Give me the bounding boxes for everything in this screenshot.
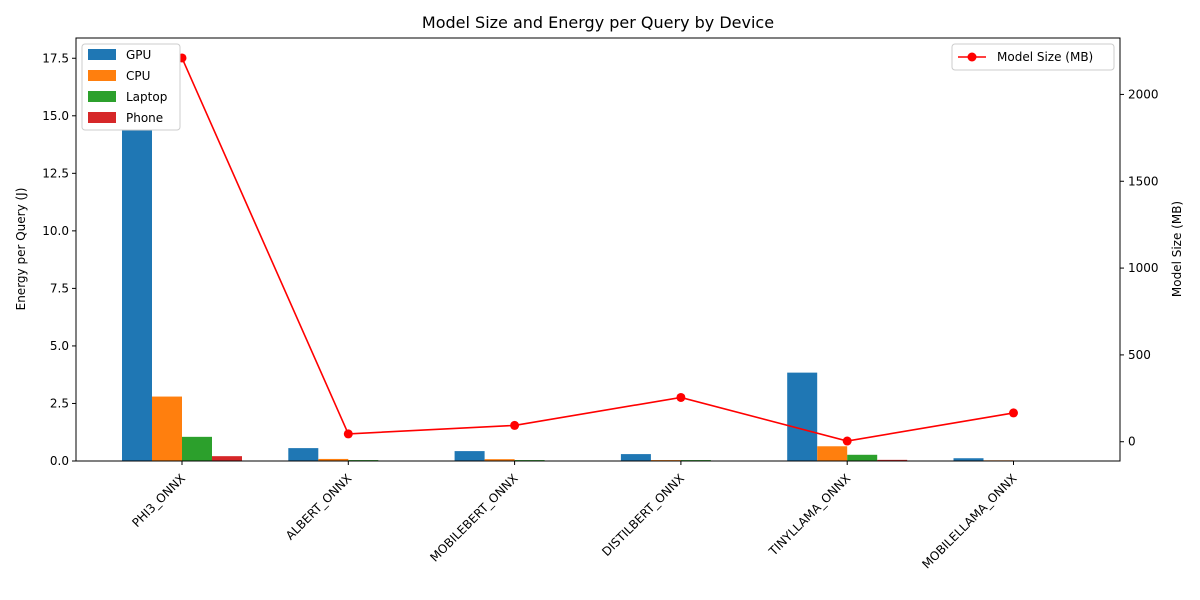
bar-gpu-1 (288, 448, 319, 461)
legend-swatch-laptop (88, 91, 116, 102)
bar-cpu-4 (817, 446, 848, 461)
legend-label-phone: Phone (126, 111, 163, 125)
y2-tick-label: 0 (1128, 435, 1136, 449)
y-tick-label: 5.0 (50, 339, 69, 353)
bar-gpu-4 (787, 372, 818, 461)
x-tick-label: PHI3_ONNX (129, 471, 188, 530)
x-tick-label: MOBILEBERT_ONNX (427, 471, 520, 564)
y-tick-label: 10.0 (42, 224, 69, 238)
model-size-point-2 (510, 420, 520, 430)
x-tick-label: TINYLLAMA_ONNX (765, 471, 853, 559)
legend-label-cpu: CPU (126, 69, 150, 83)
legend-swatch-gpu (88, 49, 116, 60)
y2-tick-label: 1500 (1128, 174, 1159, 188)
legend-label-gpu: GPU (126, 48, 151, 62)
bar-gpu-2 (454, 451, 485, 461)
y-tick-label: 2.5 (50, 396, 69, 410)
legend-label-model-size: Model Size (MB) (997, 50, 1093, 64)
y-tick-label: 7.5 (50, 281, 69, 295)
y-tick-label: 15.0 (42, 109, 69, 123)
y-tick-label: 0.0 (50, 454, 69, 468)
y-axis-label: Energy per Query (J) (14, 188, 28, 311)
chart-title: Model Size and Energy per Query by Devic… (422, 13, 774, 32)
plot-frame (75, 37, 1121, 462)
legend-model-size: Model Size (MB) (951, 43, 1115, 71)
model-size-point-3 (676, 392, 686, 402)
model-size-line (181, 57, 1014, 442)
bar-cpu-1 (318, 458, 349, 461)
legend-devices: GPU CPU Laptop Phone (81, 43, 181, 131)
legend-marker (967, 52, 977, 62)
y-tick-label: 17.5 (42, 51, 69, 65)
legend-label-laptop: Laptop (126, 90, 167, 104)
legend-swatch-cpu (88, 70, 116, 81)
bar-gpu-3 (620, 454, 651, 461)
bar-phone-4 (877, 459, 908, 461)
bar-cpu-2 (484, 459, 515, 461)
x-tick-label: MOBILELLAMA_ONNX (919, 471, 1019, 571)
y2-tick-label: 2000 (1128, 87, 1159, 101)
legend-swatch-phone (88, 112, 116, 123)
legend-box (951, 43, 1115, 71)
model-size-point-5 (1009, 408, 1018, 418)
model-size-point-1 (343, 429, 353, 439)
x-tick-label: DISTILBERT_ONNX (599, 471, 687, 559)
model-size-point-4 (842, 436, 852, 446)
bar-laptop-4 (847, 454, 878, 461)
y2-axis-label: Model Size (MB) (1170, 201, 1184, 297)
y-tick-label: 12.5 (42, 166, 69, 180)
y2-tick-label: 1000 (1128, 261, 1159, 275)
bar-phone-0 (212, 456, 242, 461)
bar-laptop-0 (182, 436, 212, 461)
x-tick-label: ALBERT_ONNX (283, 471, 355, 543)
bar-cpu-0 (152, 396, 182, 461)
legend-box (81, 43, 181, 131)
bar-gpu-5 (953, 458, 984, 461)
y2-tick-label: 500 (1128, 348, 1151, 362)
